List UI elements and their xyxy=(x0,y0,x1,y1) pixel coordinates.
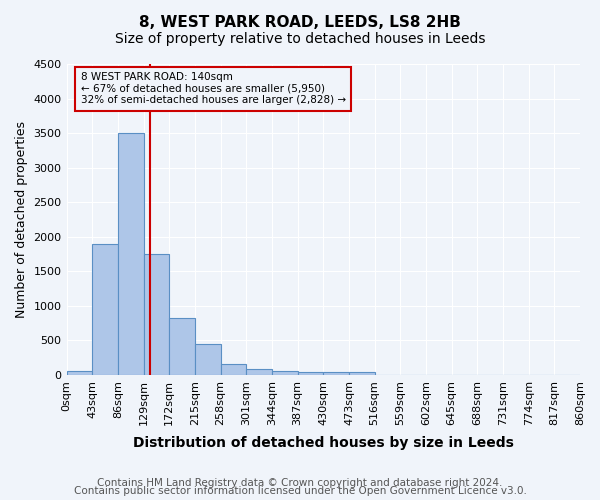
Bar xyxy=(323,372,349,375)
Bar xyxy=(298,372,323,375)
Text: Size of property relative to detached houses in Leeds: Size of property relative to detached ho… xyxy=(115,32,485,46)
Y-axis label: Number of detached properties: Number of detached properties xyxy=(15,121,28,318)
Text: Contains HM Land Registry data © Crown copyright and database right 2024.: Contains HM Land Registry data © Crown c… xyxy=(97,478,503,488)
Bar xyxy=(272,371,298,375)
Bar xyxy=(92,244,118,375)
Bar xyxy=(246,368,272,375)
X-axis label: Distribution of detached houses by size in Leeds: Distribution of detached houses by size … xyxy=(133,436,514,450)
Bar xyxy=(67,372,92,375)
Bar xyxy=(195,344,221,375)
Text: 8, WEST PARK ROAD, LEEDS, LS8 2HB: 8, WEST PARK ROAD, LEEDS, LS8 2HB xyxy=(139,15,461,30)
Bar xyxy=(143,254,169,375)
Bar xyxy=(221,364,246,375)
Text: Contains public sector information licensed under the Open Government Licence v3: Contains public sector information licen… xyxy=(74,486,526,496)
Bar xyxy=(349,372,374,375)
Bar xyxy=(169,318,195,375)
Text: 8 WEST PARK ROAD: 140sqm
← 67% of detached houses are smaller (5,950)
32% of sem: 8 WEST PARK ROAD: 140sqm ← 67% of detach… xyxy=(80,72,346,106)
Bar xyxy=(118,133,143,375)
